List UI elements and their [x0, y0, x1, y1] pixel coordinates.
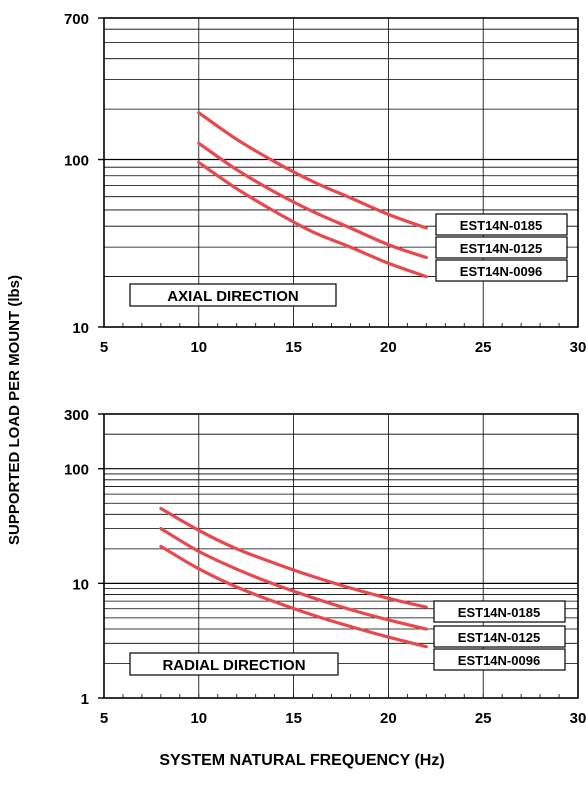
series-line-est14n-0125 — [159, 527, 428, 631]
x-tick-label: 20 — [380, 339, 397, 356]
x-tick-label: 15 — [285, 339, 302, 356]
legend-label: EST14N-0185 — [460, 218, 542, 233]
y-tick-label: 700 — [64, 11, 89, 28]
series-group — [159, 506, 428, 649]
x-tick-label: 30 — [570, 339, 586, 356]
plot-frame — [103, 413, 579, 699]
chart-title: RADIAL DIRECTION — [162, 657, 305, 674]
chart-title: AXIAL DIRECTION — [167, 288, 298, 305]
y-tick-label: 300 — [64, 407, 89, 424]
y-tick-label: 1 — [81, 691, 89, 708]
x-tick-label: 10 — [190, 710, 207, 727]
legend-box — [435, 236, 568, 259]
x-tick-label: 25 — [475, 710, 492, 727]
y-tick-label: 100 — [64, 462, 89, 479]
legend-label: EST14N-0096 — [458, 653, 540, 668]
x-tick-label: 25 — [475, 339, 492, 356]
series-line-est14n-0185 — [197, 111, 428, 230]
y-tick-label: 100 — [64, 153, 89, 170]
y-tick-label: 10 — [72, 320, 89, 337]
chart-title-box — [129, 283, 337, 307]
legend-label: EST14N-0096 — [460, 264, 542, 279]
legend-label: EST14N-0125 — [458, 630, 540, 645]
series-group — [197, 111, 428, 279]
x-tick-label: 5 — [100, 339, 108, 356]
plot-frame — [103, 17, 579, 328]
series-line-est14n-0185 — [159, 506, 428, 609]
gridlines — [104, 18, 578, 327]
x-tick-label: 15 — [285, 710, 302, 727]
legend-box — [433, 625, 566, 648]
x-tick-label: 30 — [570, 710, 586, 727]
series-line-est14n-0125 — [197, 141, 428, 260]
legend-box — [433, 648, 566, 671]
legend-box — [435, 259, 568, 282]
legend-box — [433, 600, 566, 623]
x-axis-label: SYSTEM NATURAL FREQUENCY (Hz) — [159, 752, 444, 769]
series-line-est14n-0096 — [159, 544, 428, 649]
legend-label: EST14N-0125 — [460, 241, 542, 256]
legend-box — [435, 213, 568, 236]
y-axis-label: SUPPORTED LOAD PER MOUNT (lbs) — [6, 275, 23, 545]
series-line-est14n-0096 — [197, 160, 428, 279]
legend-label: EST14N-0185 — [458, 605, 540, 620]
axial-chart: 10 100 700 5 10 15 20 25 30 EST14N-0185 EST14N-012… — [64, 11, 586, 356]
x-tick-label: 5 — [100, 710, 108, 727]
x-tick-label: 10 — [190, 339, 207, 356]
y-tick-label: 10 — [72, 576, 89, 593]
radial-chart: 1 10 100 300 5 10 15 20 25 30 EST14N-0185 EST14N-01… — [64, 407, 586, 727]
x-tick-label: 20 — [380, 710, 397, 727]
chart-title-box — [129, 652, 339, 676]
